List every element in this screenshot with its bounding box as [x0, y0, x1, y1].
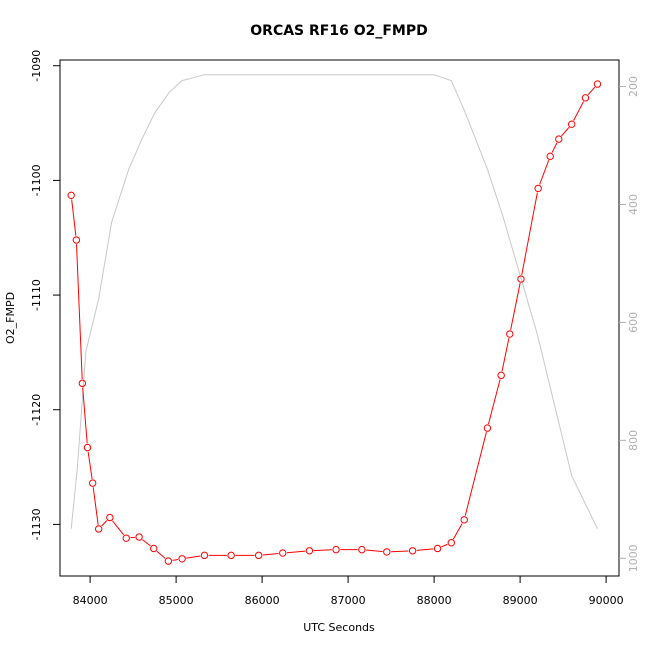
series-segment: [390, 550, 409, 553]
data-point: [227, 551, 235, 560]
data-point: [593, 80, 602, 88]
y2-tick-label: 600: [627, 312, 640, 333]
series-segment: [71, 199, 77, 236]
data-point: [433, 544, 442, 553]
series-segment: [112, 520, 125, 536]
series-segment: [539, 160, 550, 185]
x-tick-label: 90000: [589, 594, 624, 607]
series-segment: [365, 549, 383, 553]
series-segment: [262, 552, 279, 556]
data-point: [483, 424, 492, 432]
data-point: [568, 120, 576, 128]
plot-frame: [59, 59, 620, 577]
data-point: [305, 547, 314, 555]
data-point: [497, 371, 505, 380]
series-segment: [587, 86, 596, 96]
series-segment: [101, 520, 108, 527]
data-point: [408, 547, 417, 555]
x-axis-label: UTC Seconds: [303, 621, 375, 634]
data-point: [447, 539, 455, 547]
y2-tick-label: 1000: [627, 544, 640, 572]
y2-tick-label: 400: [627, 194, 640, 215]
x-tick-label: 85000: [159, 594, 194, 607]
x-tick-label: 86000: [245, 594, 280, 607]
y-axis-right: 200 400 600 800 1000: [619, 76, 640, 572]
series-segment: [510, 283, 521, 331]
y-axis-left: -1090 -1100 -1110 -1120 -1130: [30, 50, 60, 540]
data-point: [581, 94, 590, 102]
series-segment: [76, 244, 83, 380]
data-point: [534, 184, 542, 193]
data-point: [78, 379, 87, 388]
series-segment: [186, 555, 201, 559]
data-point: [95, 525, 103, 533]
series-segment: [441, 543, 448, 548]
data-point: [178, 555, 186, 563]
series-segment: [82, 387, 88, 444]
y-tick-label: -1100: [30, 164, 43, 196]
data-point: [106, 513, 114, 522]
series-segment: [92, 487, 99, 525]
data-point: [517, 275, 525, 283]
series-segment: [551, 142, 558, 153]
x-tick-label: 84000: [73, 594, 108, 607]
y-tick-label: -1130: [30, 508, 43, 540]
y2-tick-label: 800: [627, 430, 640, 451]
series-segment: [142, 539, 151, 547]
x-tick-label: 87000: [331, 594, 366, 607]
y2-tick-label: 200: [627, 76, 640, 97]
data-point: [279, 549, 287, 557]
data-point: [122, 534, 130, 542]
data-point: [460, 516, 468, 524]
data-point: [332, 545, 340, 554]
y-tick-label: -1120: [30, 394, 43, 426]
data-point: [150, 544, 158, 553]
data-point: [383, 548, 391, 556]
data-point: [135, 533, 143, 541]
altitude-line: [70, 74, 598, 530]
data-point: [506, 330, 514, 338]
x-tick-label: 88000: [417, 594, 452, 607]
series-segment: [501, 338, 510, 372]
y-tick-label: -1110: [30, 279, 43, 311]
series-segment: [573, 101, 584, 121]
data-point: [67, 191, 75, 200]
data-point: [200, 551, 209, 560]
series-segment: [87, 451, 93, 480]
series-segment: [464, 432, 487, 516]
series-segment: [487, 379, 501, 425]
series-segment: [452, 523, 463, 540]
series-segment: [521, 192, 538, 275]
x-axis: 84000 85000 86000 87000 88000 89000 90000: [73, 576, 624, 607]
data-point: [164, 557, 173, 565]
series-layer: [67, 74, 602, 565]
chart-title: ORCAS RF16 O2_FMPD: [250, 23, 427, 39]
x-tick-label: 89000: [503, 594, 538, 607]
series-segment: [313, 549, 332, 552]
series-segment: [416, 548, 434, 551]
data-point: [546, 152, 554, 161]
data-point: [358, 545, 366, 554]
data-point: [72, 236, 81, 244]
data-point: [254, 551, 263, 560]
y-axis-label: O2_FMPD: [4, 292, 17, 344]
series-segment: [286, 550, 306, 554]
data-point: [88, 479, 97, 487]
data-point: [555, 135, 563, 143]
series-segment: [561, 127, 570, 137]
data-point: [83, 443, 92, 452]
series-segment: [172, 558, 179, 561]
y-tick-label: -1090: [30, 50, 43, 82]
series-segment: [156, 550, 166, 559]
